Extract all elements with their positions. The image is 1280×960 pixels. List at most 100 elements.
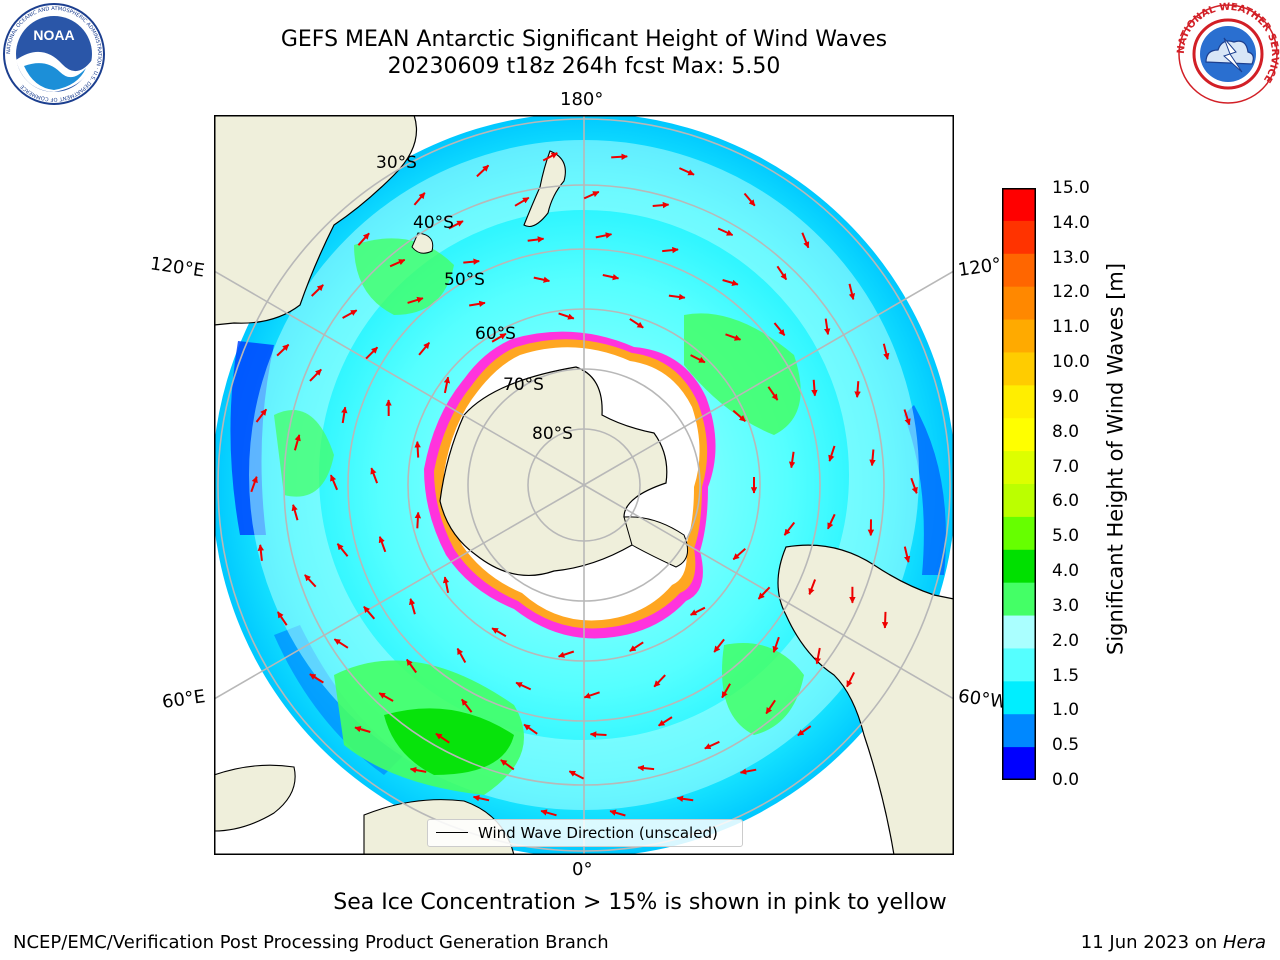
wind-wave-arrow [854, 381, 861, 398]
wind-wave-arrow [491, 627, 507, 638]
wind-wave-arrow [629, 318, 644, 329]
wind-wave-arrow [329, 474, 339, 491]
wind-wave-arrow [903, 409, 911, 426]
antarctic-peninsula-land [623, 516, 689, 568]
footer-machine: Hera [1222, 932, 1266, 953]
colorbar-segment [1002, 418, 1036, 452]
lon-label-0: 0° [572, 859, 593, 880]
lat-label-30s: 30°S [376, 153, 417, 173]
colorbar-tick-label: 4.0 [1052, 561, 1080, 582]
wind-wave-arrow [405, 658, 418, 674]
colorbar-tick-label: 15.0 [1052, 178, 1090, 198]
wind-wave-arrow [678, 167, 695, 176]
wind-wave-arrow [276, 611, 288, 626]
wind-wave-arrow [903, 546, 911, 563]
wind-wave-arrow [653, 674, 666, 688]
wind-wave-arrow [743, 192, 756, 207]
wind-wave-arrow [515, 681, 532, 691]
wind-wave-arrow [910, 477, 918, 494]
colorbar-tick-label: 1.5 [1052, 665, 1080, 686]
colorbar-segment [1002, 451, 1036, 485]
wind-wave-arrow [725, 333, 742, 341]
map-frame [214, 115, 954, 855]
wind-wave-arrow [389, 258, 406, 268]
colorbar-segment [1002, 549, 1036, 584]
wind-wave-arrow [629, 641, 644, 652]
wind-wave-arrow [557, 650, 575, 658]
colorbar-segment [1002, 352, 1036, 386]
wind-wave-arrow [378, 536, 387, 553]
noaa-logo-text: NOAA [33, 27, 74, 43]
wind-wave-arrow [333, 638, 349, 649]
wind-wave-arrow [414, 511, 422, 529]
wind-wave-arrow [583, 190, 600, 200]
wind-wave-arrow [472, 794, 490, 802]
colorbar-segment [1002, 286, 1036, 321]
colorbar-tick-label: 13.0 [1052, 247, 1090, 268]
wind-wave-arrow [342, 309, 358, 319]
tasmania-land [411, 232, 434, 254]
wind-wave-arrow [311, 284, 324, 297]
colorbar-segment [1002, 714, 1036, 748]
nws-logo: NATIONAL WEATHER SERVICE [1176, 2, 1280, 104]
lon-label-180: 180° [560, 89, 604, 110]
colorbar-tick-label: 1.0 [1052, 700, 1080, 721]
wind-wave-arrow [341, 406, 348, 424]
wind-wave-arrow [704, 740, 720, 750]
wind-wave-arrow [336, 543, 349, 557]
colorbar-segment [1002, 615, 1036, 649]
wind-wave-arrow [713, 638, 725, 653]
wind-wave-arrow [676, 795, 694, 802]
wind-wave-arrow [418, 341, 431, 356]
colorbar-segment [1002, 220, 1036, 255]
lon-label-60e: 60°E [160, 686, 207, 713]
wind-wave-arrow [658, 716, 673, 727]
colorbar-tick-label: 7.0 [1052, 456, 1080, 477]
wind-wave-arrow [409, 766, 427, 774]
wind-wave-arrow [668, 293, 686, 301]
wind-wave-arrow [558, 312, 575, 320]
wind-wave-arrow [407, 296, 424, 304]
wind-wave-arrow [370, 467, 379, 484]
wind-wave-arrow [721, 683, 731, 699]
wind-wave-arrow [788, 451, 796, 469]
wind-wave-arrow [291, 504, 299, 521]
wave-patch [722, 643, 804, 735]
wave-patch [684, 313, 801, 435]
colorbar-segment [1002, 319, 1036, 353]
wind-wave-arrow [801, 232, 810, 249]
wind-wave-arrow [609, 809, 626, 817]
colorbar-segment [1002, 582, 1036, 617]
wind-wave-arrow [776, 265, 788, 281]
wind-wave-arrow [293, 434, 301, 451]
wind-wave-arrow [257, 544, 264, 561]
colorbar-segment [1002, 681, 1036, 715]
wind-wave-arrow [255, 408, 268, 423]
wind-wave-arrow [783, 521, 796, 536]
wind-wave-arrow [414, 441, 421, 458]
wind-wave-arrow [568, 770, 585, 780]
chart-title: GEFS MEAN Antarctic Significant Height o… [280, 27, 888, 52]
wind-wave-arrow [443, 376, 451, 394]
wind-wave-arrow [276, 343, 290, 357]
wind-wave-arrow [846, 671, 855, 688]
wind-wave-arrow [732, 548, 746, 561]
wind-wave-arrow [476, 164, 490, 178]
lat-label-40s: 40°S [413, 213, 454, 233]
wind-wave-arrow [533, 276, 551, 283]
wind-wave-arrow [882, 343, 890, 360]
wind-wave-arrow [514, 196, 530, 207]
wind-wave-arrow [409, 598, 416, 615]
longitude-gridlines [214, 115, 954, 855]
wind-wave-arrow [583, 691, 600, 699]
wind-wave-arrow [442, 576, 450, 593]
wind-wave-arrow [448, 220, 464, 230]
colorbar-segment [1002, 516, 1036, 551]
colorbar-segment [1002, 188, 1036, 222]
wind-wave-arrow [540, 809, 557, 817]
wind-wave-arrow [814, 647, 822, 665]
wind-wave-arrow [309, 673, 324, 684]
wind-wave-arrow [378, 692, 394, 702]
sea-ice-note: Sea Ice Concentration > 15% is shown in … [333, 890, 947, 915]
wind-wave-arrows [250, 152, 918, 817]
